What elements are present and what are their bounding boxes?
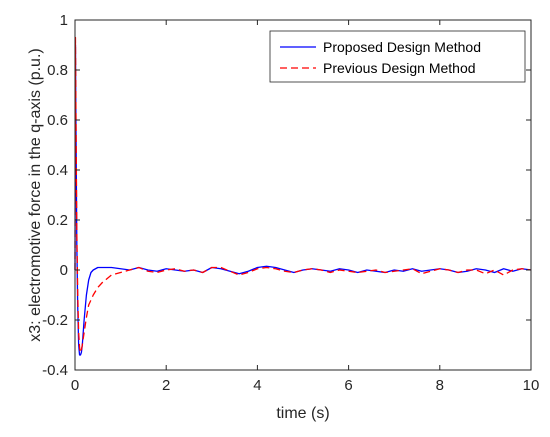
tick-labels-layer: 0 2 4 6 8 10 -0.4 -0.2 0 0.2 0.4 0.6 0.8 1 bbox=[42, 12, 539, 394]
y-tick-label: -0.2 bbox=[42, 312, 68, 329]
x-tick-label: 2 bbox=[162, 377, 170, 394]
x-tick-label: 4 bbox=[253, 377, 261, 394]
y-tick-label: 0.2 bbox=[47, 212, 68, 229]
y-tick-label: 0.4 bbox=[47, 162, 68, 179]
plot-frame bbox=[74, 19, 532, 371]
y-tick-label: 0.6 bbox=[47, 112, 68, 129]
y-tick-label: 1 bbox=[60, 12, 68, 29]
x-tick-label: 10 bbox=[523, 377, 540, 394]
y-tick-label: -0.4 bbox=[42, 362, 68, 379]
legend-box bbox=[269, 30, 526, 83]
legend-label-previous: Previous Design Method bbox=[323, 60, 476, 76]
x-tick-label: 8 bbox=[436, 377, 444, 394]
ticks-layer bbox=[74, 19, 532, 371]
y-tick-label: 0.8 bbox=[47, 62, 68, 79]
series-layer bbox=[74, 36, 532, 356]
x-tick-label: 6 bbox=[344, 377, 352, 394]
y-axis-label: x3: electromotive force in the q-axis (p… bbox=[27, 48, 44, 341]
series-line-previous bbox=[74, 36, 532, 354]
x-tick-label: 0 bbox=[71, 377, 79, 394]
y-tick-label: 0 bbox=[60, 262, 68, 279]
legend: Proposed Design Method Previous Design M… bbox=[269, 30, 526, 83]
x-axis-label: time (s) bbox=[276, 405, 329, 422]
legend-label-proposed: Proposed Design Method bbox=[323, 39, 481, 55]
